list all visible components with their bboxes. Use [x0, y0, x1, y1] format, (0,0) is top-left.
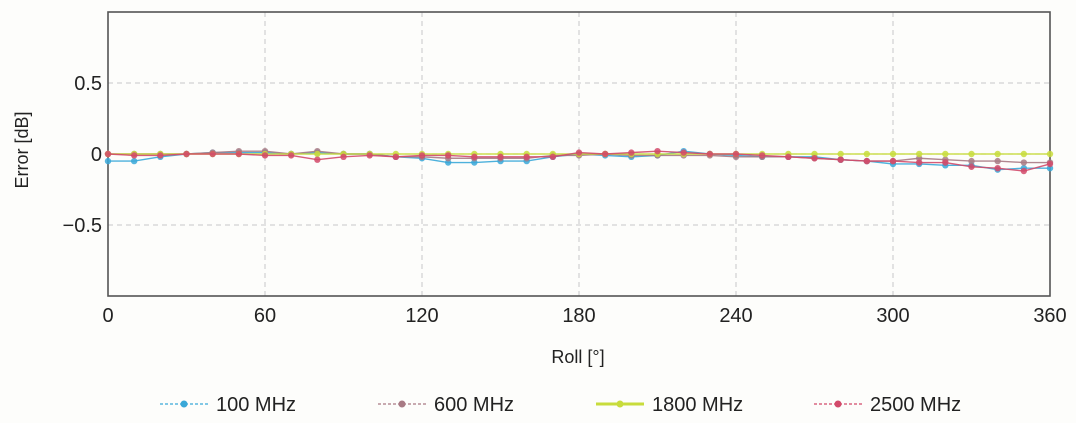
data-point	[209, 150, 216, 158]
legend-label: 2500 MHz	[870, 394, 961, 416]
y-tick-label: 0	[91, 144, 102, 166]
data-point	[340, 153, 347, 161]
data-point	[968, 163, 975, 170]
y-tick-labels: 0.5 0 −0.5	[63, 73, 102, 237]
data-point	[183, 150, 190, 158]
legend-label: 600 MHz	[434, 394, 514, 416]
y-tick-label: 0.5	[74, 73, 102, 95]
data-point	[601, 150, 609, 158]
data-point	[811, 155, 818, 162]
data-point	[942, 150, 949, 158]
legend-item: 2500 MHz	[814, 394, 961, 416]
data-point	[104, 150, 112, 158]
data-point	[471, 153, 478, 161]
y-tick-label: −0.5	[63, 215, 102, 237]
data-point	[863, 150, 871, 158]
legend-swatch-marker	[398, 400, 406, 408]
data-point	[628, 149, 635, 156]
x-axis-label: Roll [°]	[551, 347, 604, 367]
data-point	[366, 152, 373, 159]
series-lines	[104, 147, 1054, 175]
data-point	[889, 150, 897, 158]
data-point	[837, 156, 844, 163]
data-point	[261, 152, 269, 159]
legend-swatch-marker	[616, 400, 624, 408]
data-point	[942, 159, 949, 166]
legend-swatch-marker	[834, 400, 842, 408]
x-tick-label: 240	[719, 305, 752, 327]
data-point	[314, 150, 321, 158]
data-point	[706, 150, 714, 158]
data-point	[104, 157, 112, 165]
x-tick-labels: 0 60 120 180 240 300 360	[102, 305, 1066, 327]
data-point	[235, 150, 243, 158]
data-point	[968, 157, 975, 165]
legend-label: 1800 MHz	[652, 394, 743, 416]
data-point	[444, 152, 452, 159]
data-point	[575, 149, 583, 156]
legend: 100 MHz 600 MHz 1800 MHz 2500 MHz	[160, 394, 961, 416]
data-point	[994, 150, 1001, 158]
data-point	[287, 152, 295, 159]
legend-item: 100 MHz	[160, 394, 296, 416]
legend-item: 1800 MHz	[596, 394, 743, 416]
data-point	[889, 157, 897, 165]
data-point	[1020, 167, 1028, 175]
data-point	[392, 153, 400, 161]
data-point	[549, 153, 557, 161]
x-tick-label: 180	[562, 305, 595, 327]
x-tick-label: 60	[254, 305, 276, 327]
x-tick-label: 120	[405, 305, 438, 327]
data-point	[915, 159, 923, 166]
data-point	[994, 165, 1001, 172]
data-point	[863, 157, 871, 165]
data-point	[968, 150, 975, 158]
data-point	[130, 152, 138, 159]
y-axis-label: Error [dB]	[12, 111, 32, 188]
data-point	[785, 153, 792, 161]
legend-label: 100 MHz	[216, 394, 296, 416]
x-tick-label: 0	[102, 305, 113, 327]
data-point	[994, 157, 1001, 165]
data-point	[1020, 159, 1028, 166]
data-point	[497, 153, 504, 161]
data-point	[1020, 150, 1028, 158]
data-point	[758, 152, 766, 159]
data-point	[1046, 150, 1054, 158]
data-point	[523, 153, 530, 161]
x-tick-label: 360	[1033, 305, 1066, 327]
legend-swatch-marker	[180, 400, 188, 408]
data-point	[130, 157, 138, 165]
data-point	[157, 152, 164, 159]
data-point	[418, 152, 426, 159]
data-point	[837, 150, 844, 158]
legend-item: 600 MHz	[378, 394, 514, 416]
data-point	[654, 147, 661, 155]
data-point	[1046, 160, 1054, 168]
x-tick-label: 300	[876, 305, 909, 327]
data-point	[680, 149, 687, 156]
data-point	[732, 150, 740, 158]
data-point	[915, 150, 923, 158]
data-point	[314, 156, 321, 163]
